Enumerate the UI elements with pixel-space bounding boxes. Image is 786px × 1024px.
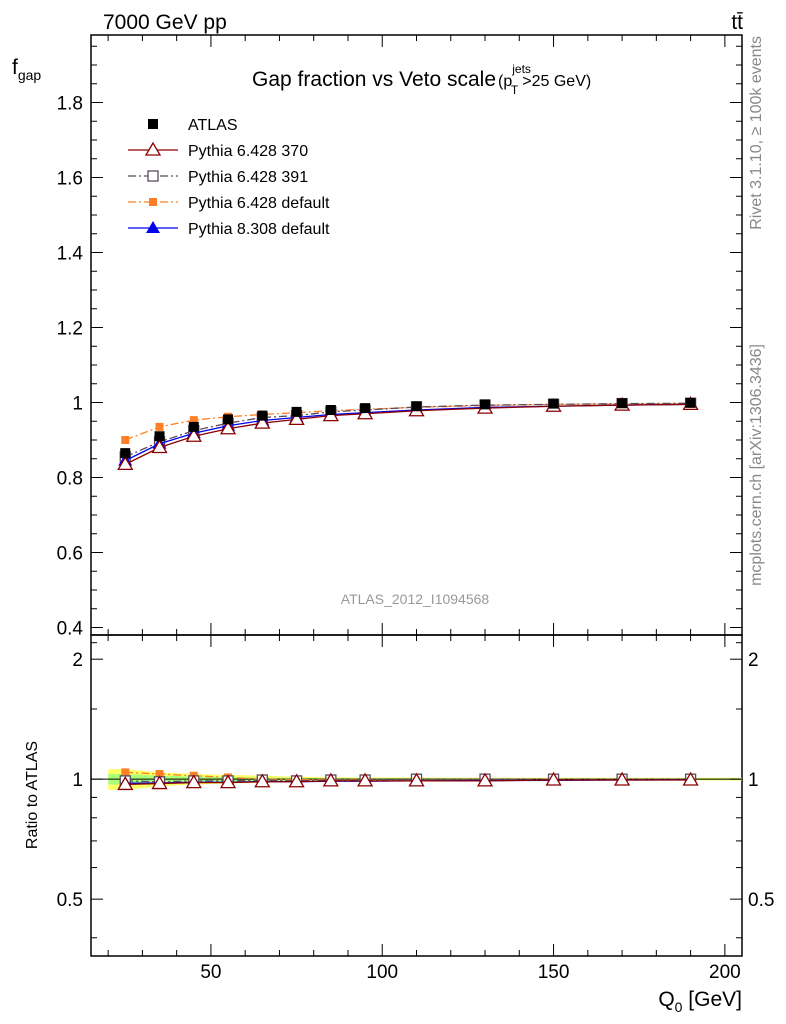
xtick-label: 200 (709, 962, 741, 983)
ylabel-sub: gap (18, 67, 42, 83)
main-ytick-label: 0.6 (57, 544, 83, 565)
ratio-p370-point (288, 773, 305, 788)
xaxis-label: Q0 [GeV] (658, 988, 742, 1015)
ratio-ytick-label-right: 0.5 (748, 890, 774, 911)
atlas-data-point (223, 414, 234, 425)
main-panel: 0.4 0.6 0.8 1 1.2 1.4 1.6 1.8 Gap fraction vs V… (12, 34, 743, 640)
legend-label: Pythia 6.428 370 (188, 143, 308, 160)
legend-atlas-marker (148, 119, 158, 129)
atlas-data-point (291, 406, 302, 417)
legend-p8def-marker (146, 221, 160, 233)
p370-line (124, 403, 691, 465)
energy-label: 7000 GeV pp (103, 11, 227, 34)
legend-label: ATLAS (188, 117, 238, 134)
xtick-label: 50 (200, 962, 221, 983)
main-ytick-label: 1 (72, 394, 83, 415)
main-ytick-label: 1.4 (57, 244, 84, 265)
ratio-p370-point (476, 772, 494, 787)
main-ytick-label: 1.2 (57, 319, 83, 340)
ratio-ytick-label-right: 2 (748, 650, 759, 671)
p370-point (117, 456, 134, 471)
ratio-ytick-label: 1 (72, 770, 83, 791)
main-ytick-label: 1.6 (57, 169, 83, 190)
atlas-data-point (257, 410, 268, 421)
p370-point (185, 427, 202, 442)
ratio-p370-point (545, 771, 562, 786)
atlas-data-point (617, 398, 628, 409)
ratio-p370-point (682, 771, 699, 786)
p370-point (151, 439, 168, 454)
process-label: tt̄ (731, 11, 743, 34)
ratio-p370-point (185, 774, 202, 789)
mcplots-label: mcplots.cern.ch [arXiv:1306.3436] (748, 344, 765, 586)
ratio-p370-point (322, 772, 339, 787)
legend-p6def-marker (149, 198, 157, 206)
main-ylabel: fgap (12, 56, 41, 83)
xlabel-unit: [GeV] (682, 988, 742, 1011)
atlas-data-point (548, 398, 559, 409)
ratio-p370-point (613, 771, 631, 786)
suffix-sup: jets (511, 62, 531, 76)
ratio-p370-point (408, 772, 425, 787)
p370-point (288, 411, 305, 426)
main-ytick-label: 0.4 (57, 619, 84, 640)
p6def-point (121, 436, 130, 444)
atlas-data-point (120, 448, 131, 459)
suffix-open: (p (498, 73, 512, 90)
legend: ATLAS Pythia 6.428 370 Pythia 6.428 391 Pyt… (128, 117, 330, 238)
rivet-version-label: Rivet 3.1.10, ≥ 100k events (748, 36, 765, 230)
ratio-ytick-label: 2 (72, 650, 83, 671)
xlabel-main: Q (658, 988, 674, 1011)
ratio-ytick-label-right: 1 (748, 770, 759, 791)
suffix-close: >25 GeV) (522, 73, 591, 90)
ratio-p370-point (356, 772, 374, 787)
legend-label: Pythia 6.428 default (188, 195, 330, 212)
ratio-p6def-point (121, 768, 130, 777)
main-ytick-label: 0.8 (57, 469, 83, 490)
main-title-suffix: (pjets T >25 GeV) (498, 62, 591, 97)
atlas-data-point (480, 399, 491, 410)
xtick-label: 100 (366, 962, 398, 983)
atlas-data-point (411, 401, 422, 412)
ratio-plot-frame (90, 634, 743, 957)
ratio-p370-point (254, 773, 271, 788)
p370-point (254, 414, 271, 429)
p6def-line (125, 402, 691, 441)
xlabel-sub: 0 (675, 999, 683, 1015)
atlas-data-point (325, 405, 336, 415)
legend-p391-marker (147, 170, 159, 182)
main-ytick-label: 1.8 (57, 94, 83, 115)
suffix-sub: T (511, 83, 519, 97)
legend-p370-marker (144, 141, 162, 156)
atlas-data-point (188, 421, 199, 432)
main-title: Gap fraction vs Veto scale (252, 68, 496, 91)
atlas-data-point (685, 397, 696, 408)
ratio-p370-point (151, 775, 168, 790)
p370-point (219, 420, 237, 435)
atlas-data-point (154, 431, 165, 442)
legend-label: Pythia 8.308 default (188, 221, 330, 238)
ratio-p370-point (219, 774, 237, 789)
xtick-label: 150 (538, 962, 570, 983)
watermark-label: ATLAS_2012_I1094568 (341, 591, 490, 607)
atlas-data-point (360, 403, 371, 414)
ratio-p6def-point (155, 770, 164, 779)
ratio-p370-point (117, 776, 134, 791)
legend-label: Pythia 6.428 391 (188, 169, 308, 186)
ylabel-main: f (12, 56, 18, 79)
ratio-ytick-label: 0.5 (57, 890, 83, 911)
p6def-point (155, 422, 164, 431)
p6def-point (189, 416, 198, 425)
ratio-ylabel: Ratio to ATLAS (24, 741, 41, 849)
ratio-panel: 0.5 0.5 1 1 2 2 50 100 150 200 Ratio to ATLAS Q0 … (24, 634, 774, 1015)
